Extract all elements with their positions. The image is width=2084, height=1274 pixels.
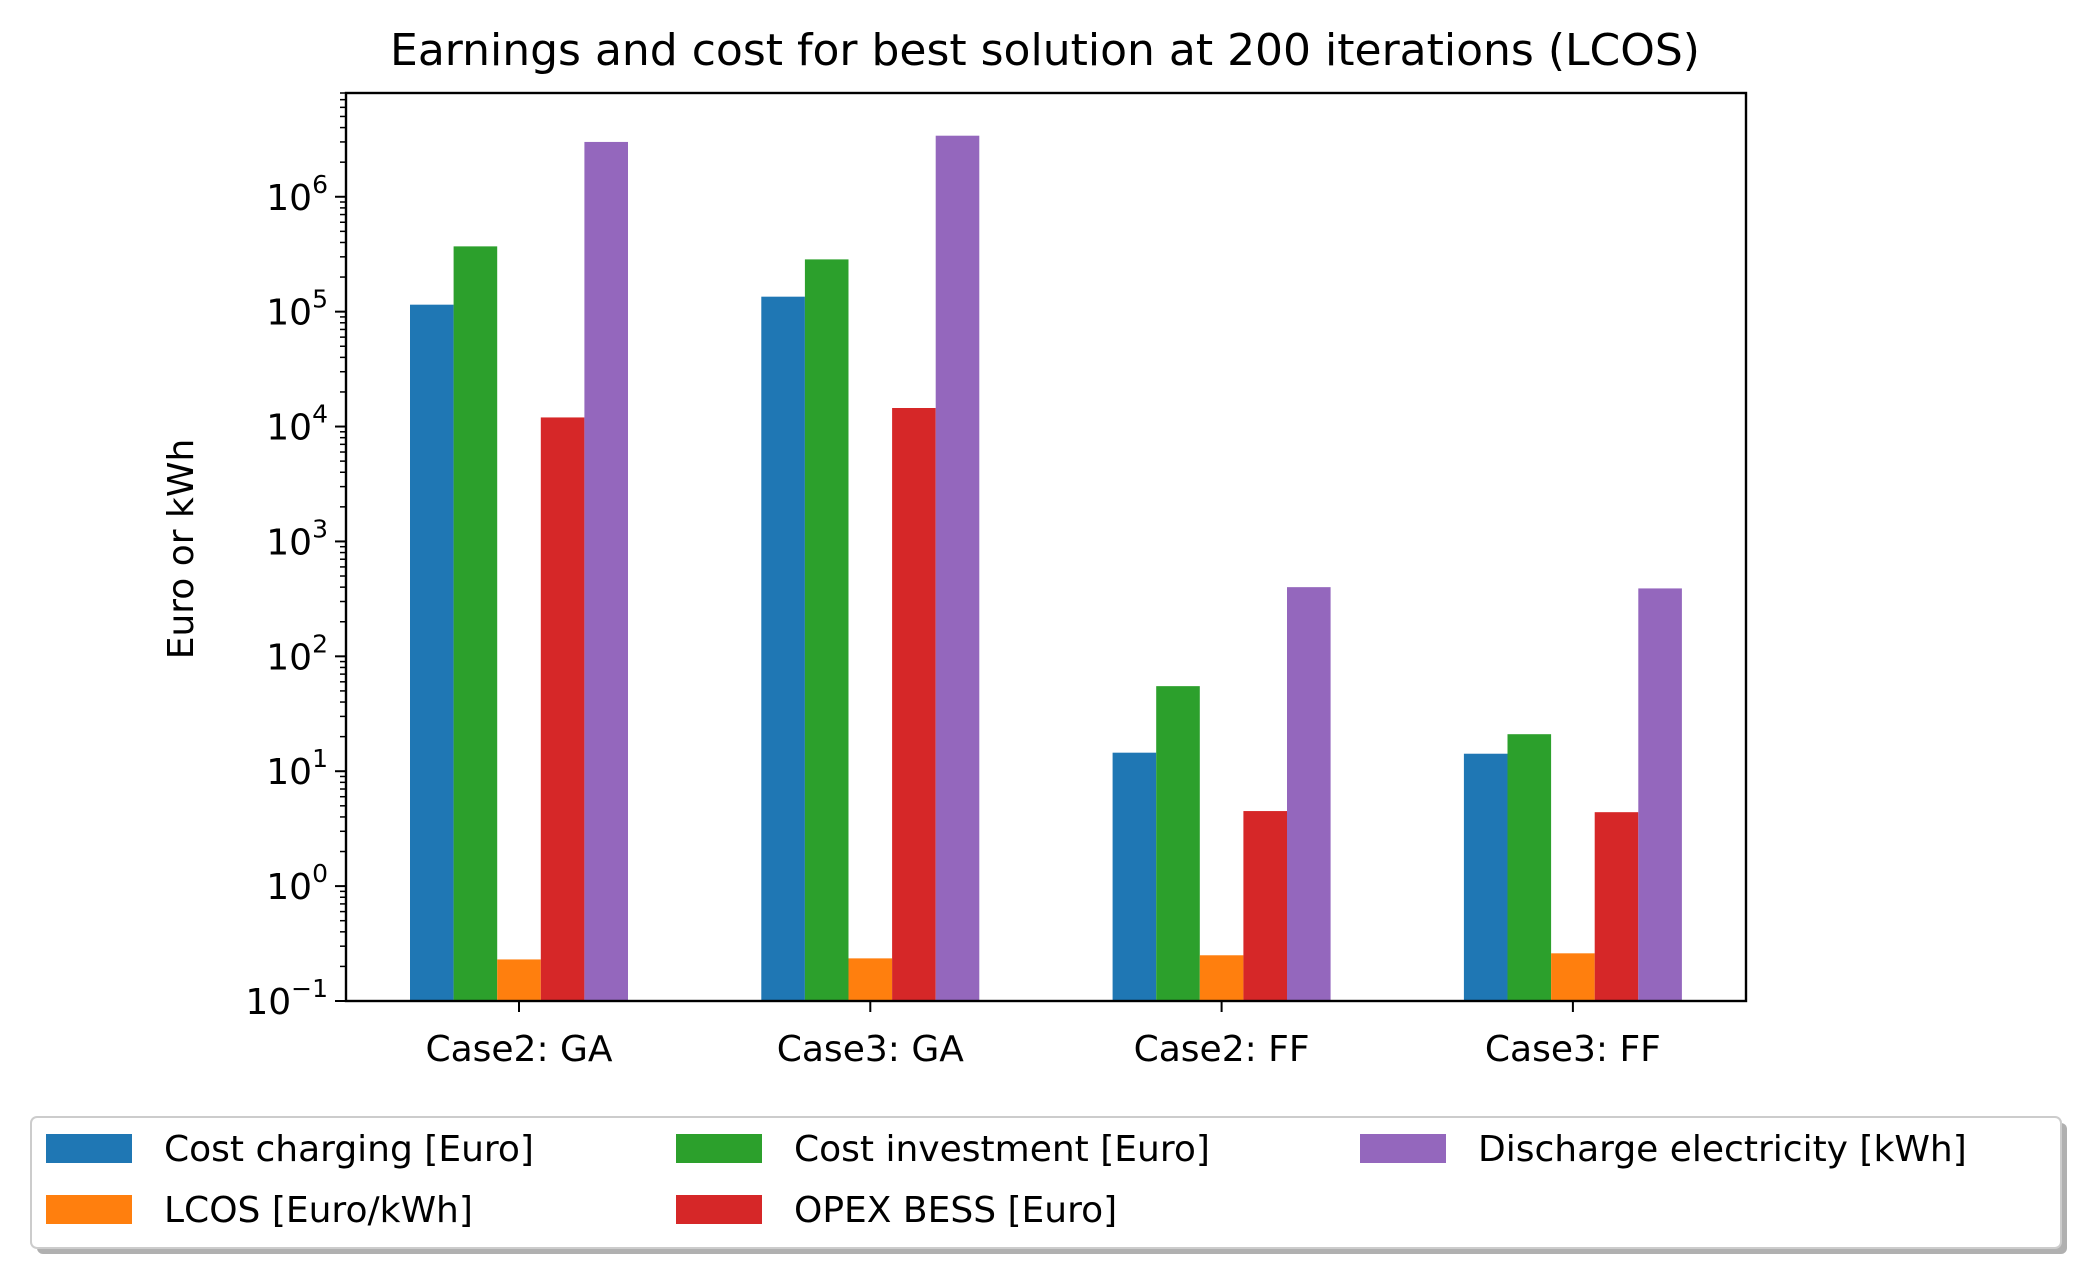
bar-case2-ga-cost-investment-euro xyxy=(453,246,498,1001)
bars-group xyxy=(410,135,1682,1001)
y-tick-label: 100 xyxy=(266,859,328,908)
legend-swatch-opex-bess-euro xyxy=(676,1195,762,1224)
y-tick-label: 102 xyxy=(266,629,328,678)
bar-case2-ga-discharge-electricity-kwh xyxy=(584,141,628,1001)
bar-case2-ga-opex-bess-euro xyxy=(540,417,585,1001)
bar-case3-ga-cost-investment-euro xyxy=(804,259,849,1001)
bar-case3-ff-opex-bess-euro xyxy=(1594,812,1639,1001)
legend-swatch-cost-investment-euro xyxy=(676,1134,762,1163)
bar-case3-ga-lcos-euro-kwh xyxy=(848,958,893,1001)
bar-case3-ff-lcos-euro-kwh xyxy=(1551,953,1595,1001)
legend-swatch-cost-charging-euro xyxy=(46,1134,132,1163)
y-axis-label: Euro or kWh xyxy=(161,439,202,660)
bar-case3-ga-cost-charging-euro xyxy=(761,296,805,1001)
x-axis-ticks: Case2: GA Case3: GA Case2: FF Case3: FF xyxy=(425,1001,1661,1070)
legend-swatch-lcos-euro-kwh xyxy=(46,1195,132,1224)
plot-frame xyxy=(344,91,1748,1003)
x-tick-label-case2-ga: Case2: GA xyxy=(425,1029,612,1070)
y-tick-label: 103 xyxy=(266,514,328,563)
bar-case2-ff-discharge-electricity-kwh xyxy=(1287,587,1331,1001)
y-tick-label: 10−1 xyxy=(245,974,328,1023)
legend-label-cost-investment-euro: Cost investment [Euro] xyxy=(794,1129,1210,1170)
bar-case2-ff-lcos-euro-kwh xyxy=(1199,955,1244,1001)
legend-label-lcos-euro-kwh: LCOS [Euro/kWh] xyxy=(164,1190,473,1231)
legend-swatch-discharge-electricity-kwh xyxy=(1360,1134,1446,1163)
legend-label-opex-bess-euro: OPEX BESS [Euro] xyxy=(794,1190,1117,1231)
y-tick-label: 104 xyxy=(266,400,328,449)
x-tick-label-case2-ff: Case2: FF xyxy=(1134,1029,1310,1070)
bar-case3-ga-discharge-electricity-kwh xyxy=(935,135,980,1001)
legend: Cost charging [Euro] LCOS [Euro/kWh] Cost … xyxy=(30,1116,2067,1254)
y-tick-label: 106 xyxy=(266,170,328,219)
legend-label-cost-charging-euro: Cost charging [Euro] xyxy=(164,1129,534,1170)
bar-case2-ff-cost-investment-euro xyxy=(1156,686,1200,1001)
bar-case3-ff-cost-investment-euro xyxy=(1507,734,1552,1001)
x-tick-label-case3-ga: Case3: GA xyxy=(777,1029,964,1070)
x-tick-label-case3-ff: Case3: FF xyxy=(1485,1029,1661,1070)
bar-case2-ff-cost-charging-euro xyxy=(1112,752,1157,1001)
bar-case2-ff-opex-bess-euro xyxy=(1243,811,1287,1001)
y-tick-label: 101 xyxy=(266,744,328,793)
legend-label-discharge-electricity-kwh: Discharge electricity [kWh] xyxy=(1478,1129,1967,1170)
bar-case2-ga-lcos-euro-kwh xyxy=(497,959,541,1001)
bar-case3-ff-cost-charging-euro xyxy=(1463,753,1508,1001)
chart-title: Earnings and cost for best solution at 2… xyxy=(390,25,1700,76)
bar-case2-ga-cost-charging-euro xyxy=(410,304,454,1001)
y-axis-ticks: 10−1 100 101 102 103 104 105 106 xyxy=(245,92,346,1023)
bar-case3-ff-discharge-electricity-kwh xyxy=(1638,588,1682,1001)
y-tick-label: 105 xyxy=(266,285,328,334)
bar-case3-ga-opex-bess-euro xyxy=(892,408,936,1001)
legend-box xyxy=(30,1116,2062,1249)
